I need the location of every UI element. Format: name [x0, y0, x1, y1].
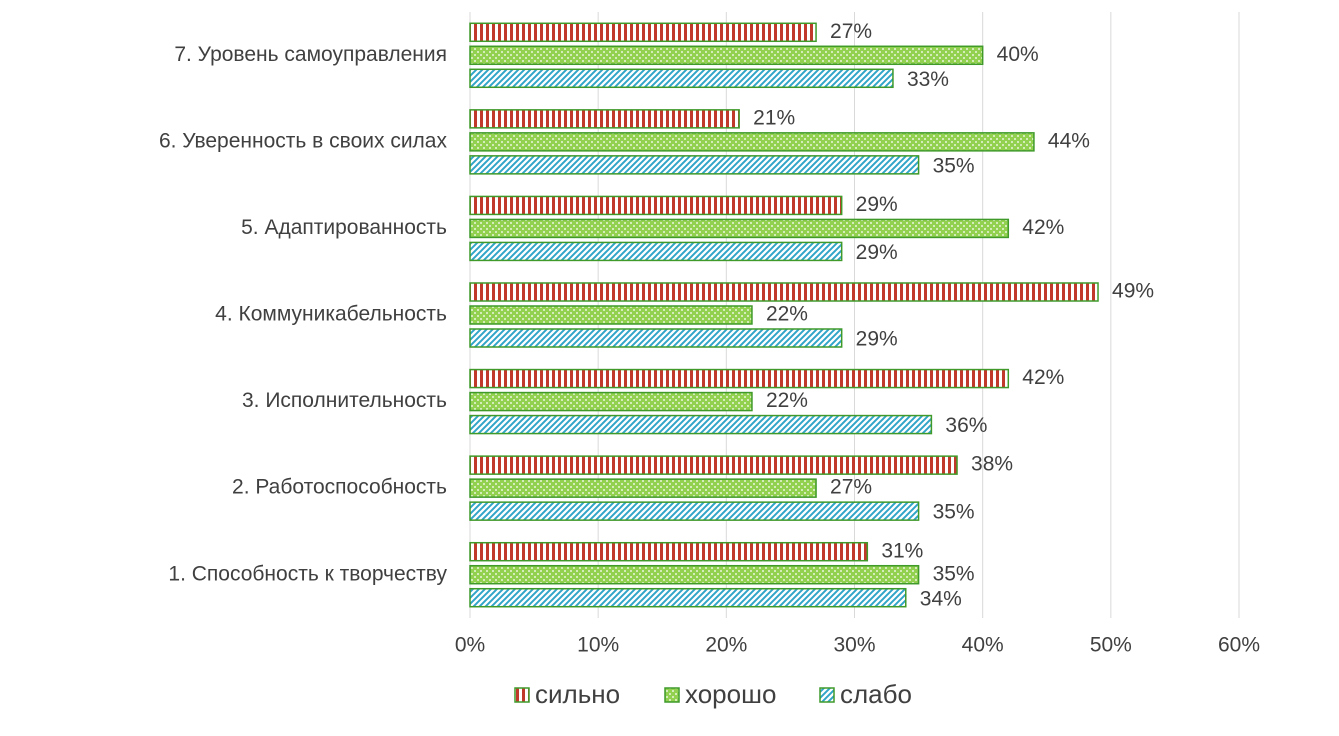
- data-label: 22%: [766, 389, 808, 412]
- legend-label: хорошо: [685, 679, 776, 709]
- bar: [469, 455, 958, 475]
- data-label: 29%: [856, 193, 898, 216]
- y-tick-label: 1. Способность к творчеству: [168, 562, 447, 585]
- bar: [469, 478, 817, 498]
- bar: [469, 132, 1035, 152]
- legend-swatch: [819, 687, 835, 703]
- data-label: 33%: [907, 68, 949, 91]
- x-tick-label: 0%: [455, 634, 485, 657]
- data-label: 29%: [856, 241, 898, 264]
- y-tick-label: 5. Адаптированность: [241, 216, 447, 239]
- x-tick-label: 40%: [962, 634, 1004, 657]
- legend-label: сильно: [535, 679, 620, 709]
- data-label: 42%: [1022, 216, 1064, 239]
- bar: [469, 195, 843, 216]
- bar: [469, 155, 920, 175]
- data-label: 35%: [933, 501, 975, 524]
- y-tick-label: 7. Уровень самоуправления: [174, 43, 447, 66]
- bar: [469, 328, 843, 348]
- y-tick-label: 3. Исполнительность: [242, 389, 447, 412]
- legend-swatch: [664, 687, 680, 703]
- data-label: 27%: [830, 476, 872, 499]
- data-label: 40%: [997, 43, 1039, 66]
- data-label: 44%: [1048, 129, 1090, 152]
- bar: [469, 241, 843, 262]
- data-label: 35%: [933, 154, 975, 177]
- data-label: 22%: [766, 303, 808, 326]
- data-label: 34%: [920, 587, 962, 610]
- bar: [469, 501, 920, 521]
- x-tick-label: 60%: [1218, 634, 1260, 657]
- bar: [469, 45, 984, 66]
- data-label: 36%: [945, 414, 987, 437]
- data-label: 27%: [830, 20, 872, 43]
- bar: [469, 564, 920, 585]
- bar: [469, 414, 933, 435]
- data-label: 49%: [1112, 280, 1154, 303]
- x-tick-label: 20%: [705, 634, 747, 657]
- bar: [469, 218, 1010, 239]
- legend-label: слабо: [840, 679, 912, 709]
- bar: [469, 368, 1010, 389]
- y-tick-label: 6. Уверенность в своих силах: [159, 129, 448, 152]
- x-tick-label: 30%: [833, 634, 875, 657]
- bar: [469, 587, 907, 608]
- data-label: 42%: [1022, 366, 1064, 389]
- data-label: 35%: [933, 562, 975, 585]
- data-label: 29%: [856, 328, 898, 351]
- data-label: 38%: [971, 453, 1013, 476]
- x-tick-label: 50%: [1090, 634, 1132, 657]
- legend-swatch: [514, 687, 530, 703]
- x-tick-label: 10%: [577, 634, 619, 657]
- data-label: 21%: [753, 106, 795, 129]
- y-tick-label: 4. Коммуникабельность: [215, 303, 447, 326]
- bar: [469, 109, 740, 129]
- bar: [469, 305, 753, 325]
- bar: [469, 541, 869, 562]
- y-tick-label: 2. Работоспособность: [232, 476, 447, 499]
- bar: [469, 391, 753, 412]
- bar: [469, 68, 894, 89]
- bar: [469, 22, 817, 43]
- data-label: 31%: [881, 539, 923, 562]
- bar: [469, 282, 1099, 302]
